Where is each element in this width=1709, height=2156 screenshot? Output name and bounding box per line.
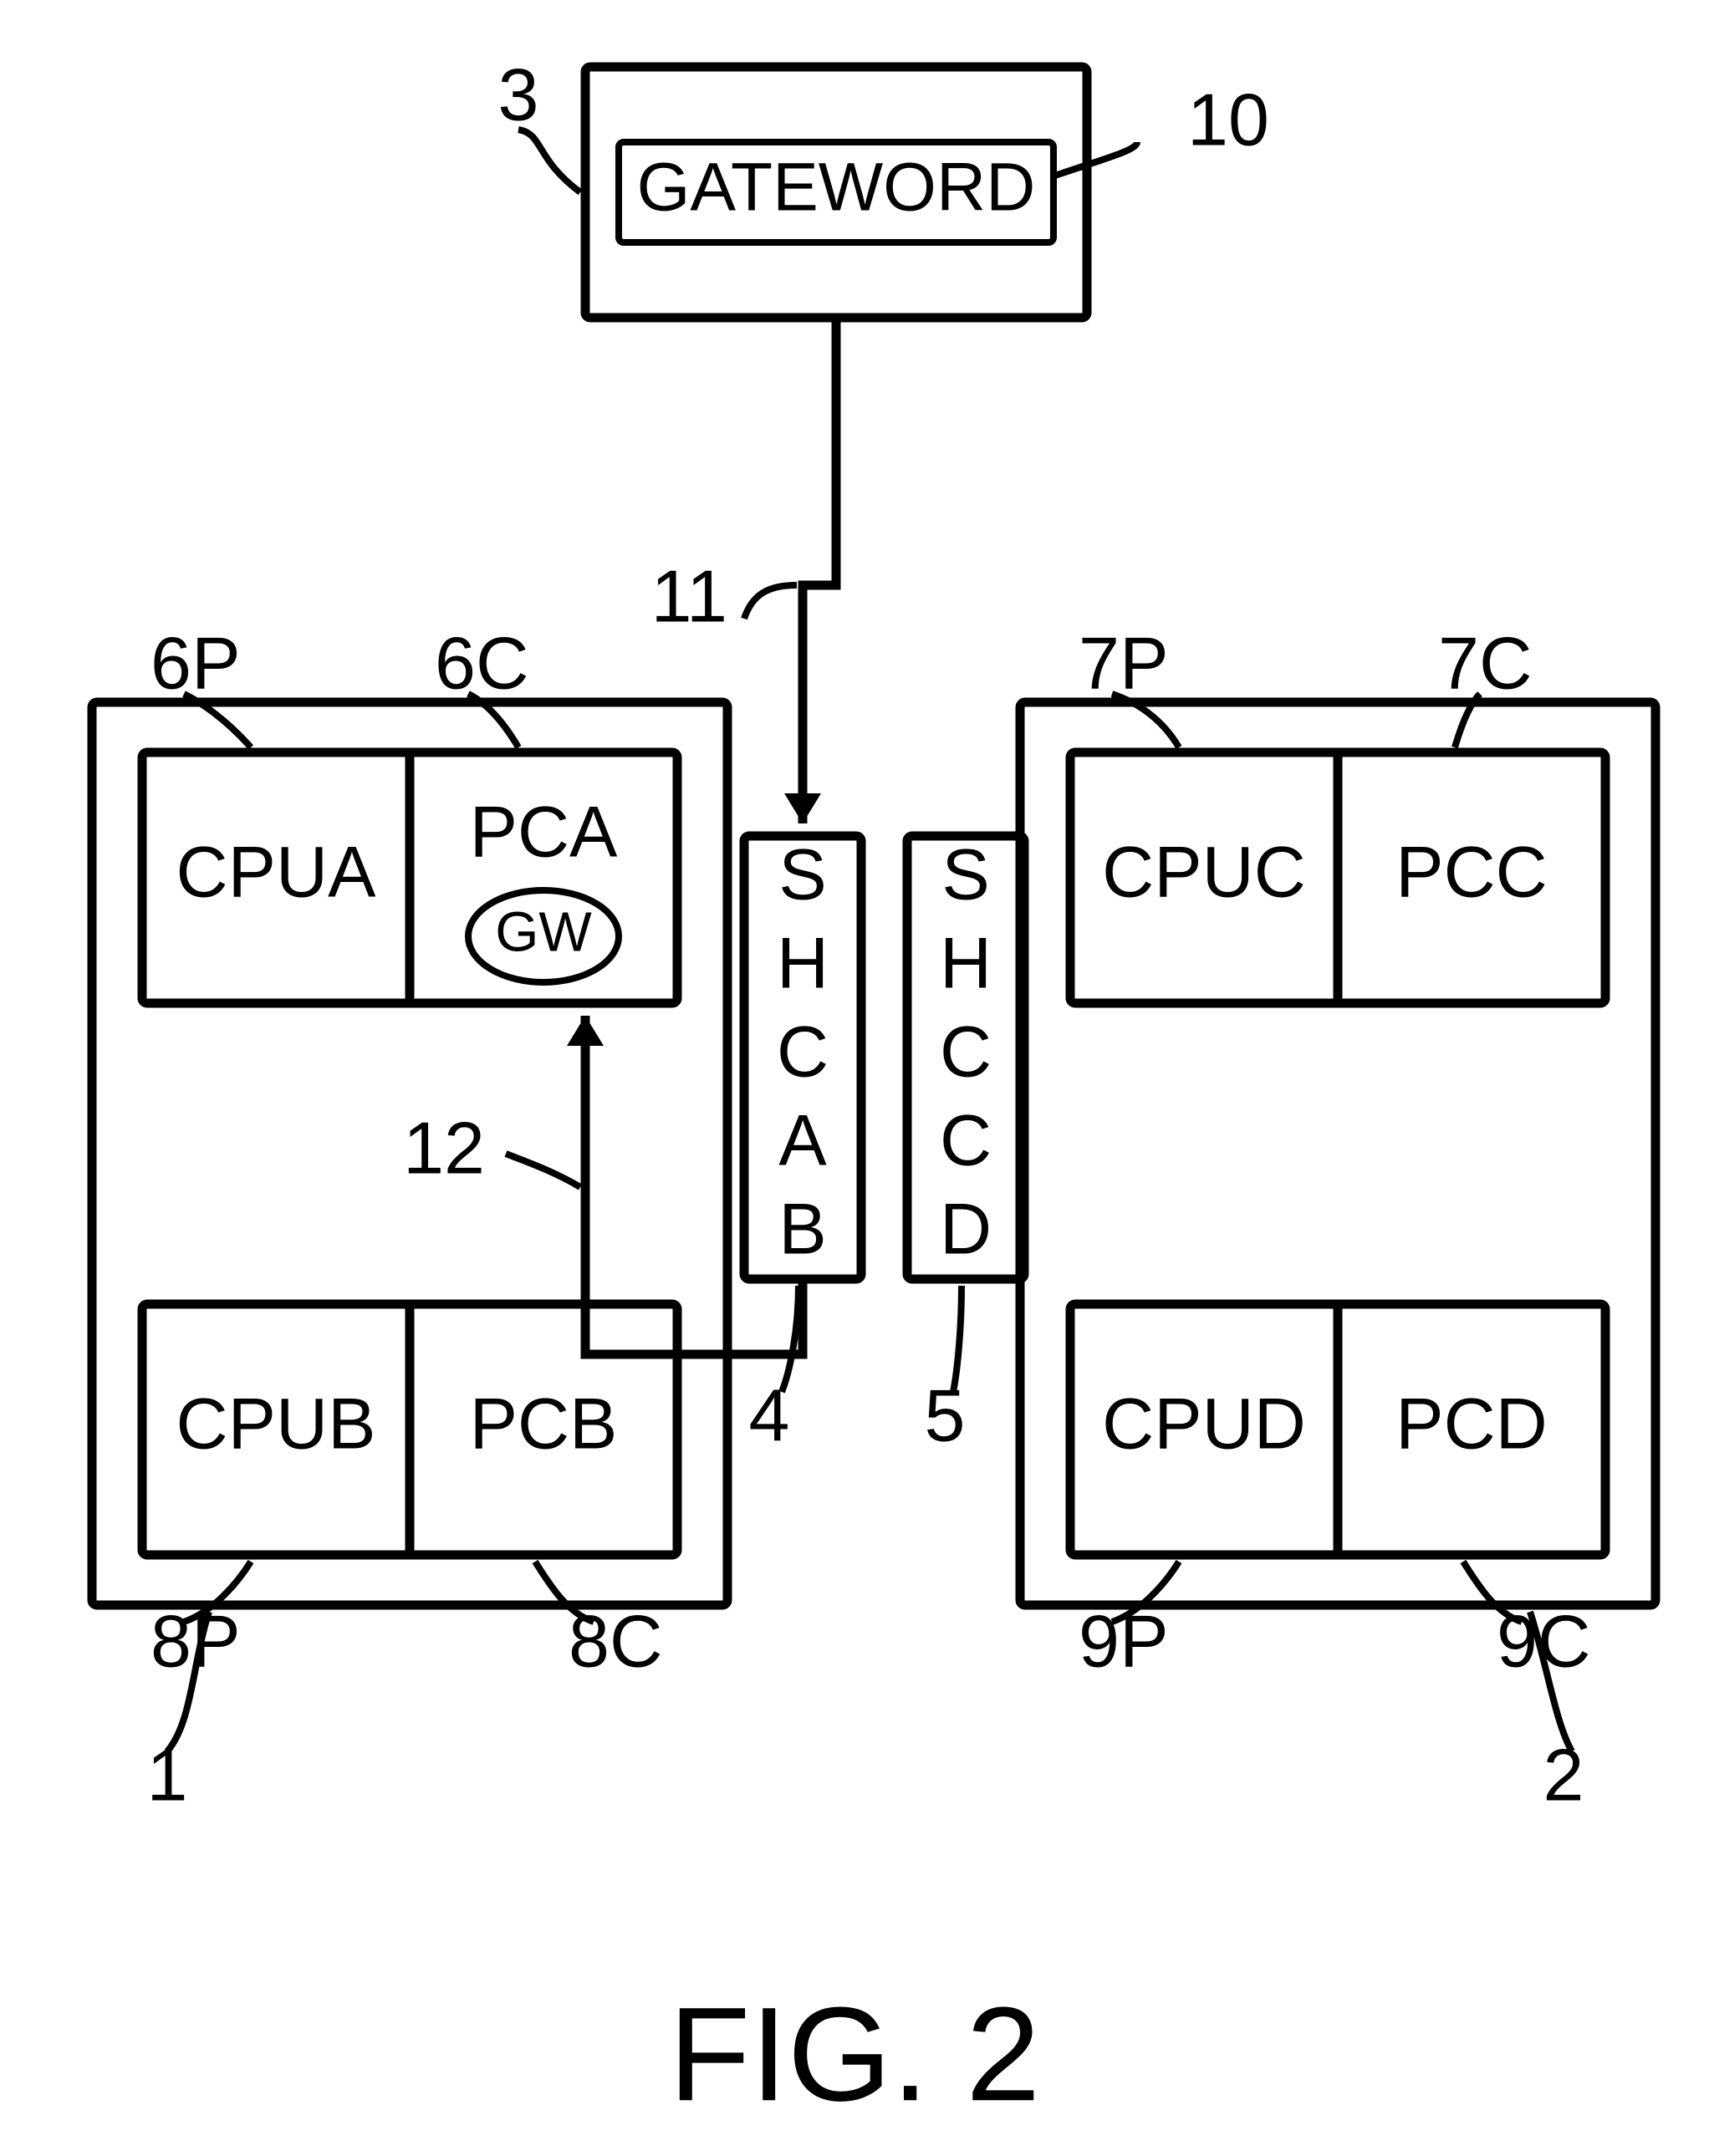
ref: 6P: [150, 621, 241, 704]
ref-1: 1: [147, 1733, 188, 1816]
cpu-right-label: PCB: [470, 1384, 618, 1465]
shcab-box-letter: C: [777, 1012, 829, 1093]
ref-11: 11: [651, 554, 727, 637]
shcab-box-letter: B: [778, 1190, 826, 1270]
ref: 9P: [1079, 1599, 1169, 1682]
gw-oval-label: GW: [495, 901, 592, 964]
cpu-left-label: CPUA: [176, 833, 377, 913]
ref: 7C: [1438, 621, 1533, 704]
ref-10: 10: [1187, 78, 1269, 161]
shccd-box-letter: C: [940, 1012, 992, 1093]
shcab-box-letter: A: [778, 1101, 827, 1181]
shccd-box-letter: S: [941, 835, 989, 915]
ref: 9C: [1497, 1599, 1591, 1682]
cpu-left-label: CPUC: [1102, 833, 1306, 913]
shccd-box-letter: D: [940, 1190, 992, 1270]
figure-label: FIG. 2: [669, 1979, 1041, 2128]
ref-12: 12: [403, 1106, 485, 1189]
shcab-box-letter: S: [778, 835, 826, 915]
ref-2: 2: [1543, 1733, 1584, 1816]
ref: 4: [749, 1374, 790, 1456]
ref: 8C: [569, 1599, 663, 1682]
ref-3: 3: [498, 53, 539, 135]
cpu-right-label: PCD: [1395, 1384, 1548, 1465]
shccd-box-letter: C: [940, 1101, 992, 1181]
shccd-box-letter: H: [940, 924, 992, 1004]
cpu-right-label: PCC: [1395, 833, 1548, 913]
gateword-label: GATEWORD: [637, 150, 1036, 226]
shcab-box-letter: H: [777, 924, 829, 1004]
ref: 8P: [150, 1599, 241, 1682]
ref: 6C: [435, 621, 529, 704]
ref: 5: [925, 1374, 966, 1456]
cpu-right-label: PCA: [470, 793, 618, 873]
ref: 7P: [1079, 621, 1169, 704]
cpu-left-label: CPUD: [1102, 1384, 1306, 1465]
cpu-left-label: CPUB: [176, 1384, 376, 1465]
